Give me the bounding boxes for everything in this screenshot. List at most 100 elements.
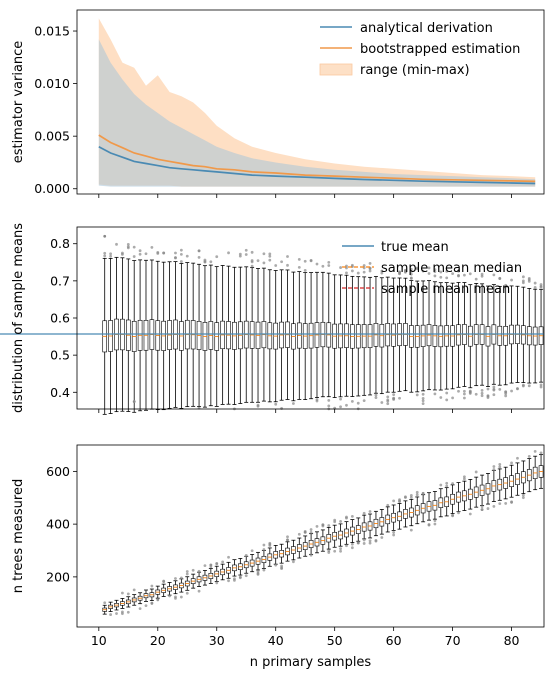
box-n-64: [414, 266, 420, 397]
outlier-point: [350, 542, 354, 546]
outlier-point: [197, 569, 201, 573]
outlier-point: [392, 530, 396, 534]
x-tick-label: 80: [504, 633, 520, 648]
box-n-58: [379, 509, 385, 539]
box-n-12: [108, 252, 113, 414]
outlier-point: [309, 528, 313, 531]
outlier-point: [274, 402, 278, 406]
outlier-point: [292, 560, 295, 564]
box-n-21: [161, 579, 166, 597]
box-n-50: [332, 274, 337, 410]
outlier-point: [409, 272, 413, 276]
outlier-point: [462, 389, 466, 393]
outlier-point: [179, 248, 183, 252]
outlier-point: [262, 548, 266, 551]
outlier-point: [150, 601, 154, 605]
box-n-17: [137, 592, 143, 611]
box-n-34: [238, 252, 243, 404]
outlier-point: [510, 461, 513, 465]
outlier-point: [492, 504, 496, 508]
outlier-point: [421, 392, 425, 396]
x-tick-label: 60: [386, 633, 402, 648]
outlier-point: [462, 475, 466, 479]
outlier-point: [356, 271, 360, 275]
box-n-69: [444, 270, 450, 402]
outlier-point: [191, 568, 195, 572]
outlier-point: [451, 482, 455, 485]
outlier-point: [492, 388, 496, 392]
box-n-39: [267, 541, 273, 567]
outlier-point: [533, 449, 537, 453]
outlier-point: [150, 584, 154, 588]
box-n-53: [350, 514, 355, 550]
box-n-82: [521, 275, 526, 388]
outlier-point: [409, 269, 413, 273]
outlier-point: [445, 398, 449, 402]
outlier-point: [362, 264, 366, 267]
outlier-point: [392, 499, 396, 503]
outlier-point: [409, 267, 413, 271]
box-n-39: [267, 252, 273, 403]
outlier-point: [327, 260, 331, 264]
outlier-point: [409, 494, 413, 497]
outlier-point: [457, 274, 460, 277]
box-n-83: [526, 455, 532, 493]
outlier-point: [274, 563, 278, 567]
box-n-80: [509, 461, 514, 504]
box-n-73: [467, 272, 473, 395]
outlier-point: [404, 270, 407, 273]
x-tick-label: 70: [445, 633, 461, 648]
outlier-point: [297, 265, 301, 269]
box-n-61: [397, 270, 402, 400]
outlier-point: [244, 253, 248, 256]
box-n-67: [432, 268, 438, 396]
outlier-point: [315, 262, 319, 266]
outlier-point: [433, 268, 437, 272]
outlier-point: [268, 544, 272, 547]
outlier-point: [256, 570, 260, 574]
sample-means-panel: 0.4 0.5 0.6 0.7 0.8 distribution of sample m…: [0, 223, 545, 415]
outlier-point: [268, 541, 272, 545]
outlier-point: [474, 277, 478, 281]
outlier-point: [498, 276, 502, 280]
analytical-line: [98, 145, 536, 185]
outlier-point: [339, 266, 342, 269]
box-n-63: [409, 494, 414, 532]
outlier-point: [256, 259, 260, 263]
sample-means-x-ticks: [98, 409, 512, 413]
box-n-38: [261, 543, 267, 572]
trees-y-label: n trees measured: [11, 479, 26, 593]
outlier-point: [486, 394, 490, 398]
outlier-point: [256, 573, 260, 576]
outlier-point: [415, 266, 419, 270]
box-n-43: [291, 271, 296, 405]
box-n-12: [108, 601, 113, 616]
y-tick-label: 0.8: [50, 236, 70, 251]
box-n-65: [420, 491, 426, 523]
outlier-point: [492, 468, 496, 471]
outlier-point: [457, 511, 460, 515]
box-n-30: [214, 562, 220, 585]
outlier-point: [445, 391, 449, 395]
outlier-point: [386, 399, 390, 403]
outlier-point: [221, 560, 225, 564]
outlier-point: [457, 389, 460, 393]
outlier-point: [121, 612, 124, 616]
box-n-26: [190, 568, 196, 589]
box-n-54: [355, 271, 361, 411]
outlier-point: [510, 278, 513, 282]
box-n-74: [473, 470, 479, 508]
box-n-57: [373, 276, 379, 399]
outlier-point: [286, 535, 289, 539]
outlier-point: [215, 581, 219, 585]
outlier-point: [468, 512, 472, 516]
outlier-point: [174, 595, 177, 599]
outlier-point: [498, 463, 502, 466]
outlier-point: [409, 496, 413, 499]
outlier-point: [539, 284, 543, 288]
box-n-45: [302, 259, 308, 400]
outlier-point: [156, 252, 160, 255]
trees-axes-frame: [76, 444, 545, 628]
outlier-point: [415, 393, 419, 397]
outlier-point: [250, 264, 254, 268]
